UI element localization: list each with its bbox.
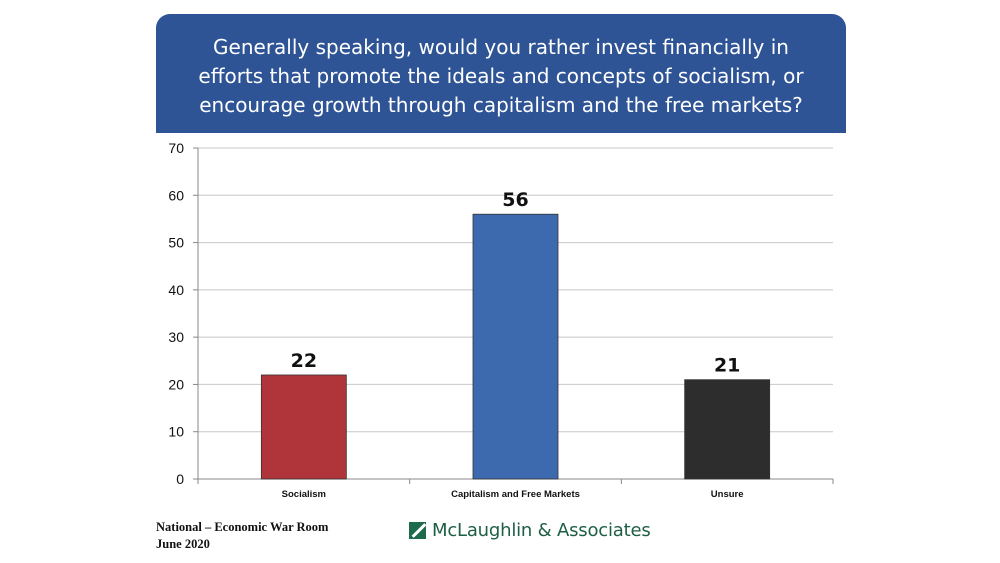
y-tick-label: 50: [168, 235, 184, 251]
y-tick-label: 60: [168, 187, 184, 203]
y-tick-label: 40: [168, 282, 184, 298]
bar-value-label: 22: [291, 350, 317, 372]
bar-value-label: 21: [714, 355, 740, 377]
y-tick-label: 20: [168, 376, 184, 392]
bar: [684, 379, 771, 480]
brand-name: McLaughlin & Associates: [432, 519, 651, 541]
bar: [260, 374, 347, 480]
y-tick-label: 10: [168, 424, 184, 440]
footer-line-2: June 2020: [156, 537, 210, 551]
brand-logo: McLaughlin & Associates: [409, 518, 651, 542]
x-category-label: Socialism: [282, 489, 326, 500]
brand-mark-icon: [409, 521, 426, 539]
footer-source: National – Economic War Room June 2020: [156, 519, 328, 553]
question-text: Generally speaking, would you rather inv…: [198, 35, 804, 117]
y-tick-label: 70: [168, 140, 184, 156]
footer-line-1: National – Economic War Room: [156, 520, 329, 534]
x-category-label: Capitalism and Free Markets: [451, 489, 580, 500]
y-tick-label: 0: [176, 471, 184, 487]
x-category-label: Unsure: [711, 489, 744, 500]
question-banner: Generally speaking, would you rather inv…: [156, 14, 846, 133]
bar-value-label: 56: [502, 189, 528, 211]
y-tick-label: 30: [168, 329, 184, 345]
bar: [472, 213, 559, 480]
